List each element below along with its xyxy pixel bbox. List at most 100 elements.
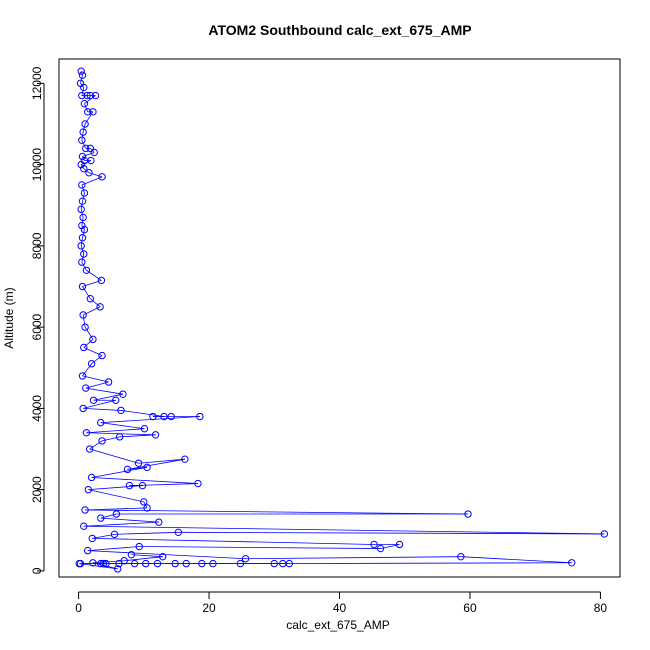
series-segment xyxy=(80,245,85,255)
data-point xyxy=(85,169,93,177)
data-point xyxy=(80,189,89,197)
data-point xyxy=(140,498,148,506)
series-segment xyxy=(81,132,84,141)
y-tick-label: 10000 xyxy=(30,148,44,182)
data-point xyxy=(77,205,85,214)
data-point xyxy=(142,559,150,568)
series-segment xyxy=(81,184,85,194)
data-point xyxy=(97,514,105,522)
data-point xyxy=(134,459,143,467)
series-segment xyxy=(81,87,85,96)
series-segment xyxy=(80,83,85,88)
data-point xyxy=(138,481,147,490)
data-point xyxy=(78,71,87,79)
series-segment xyxy=(81,160,92,166)
series-segment xyxy=(82,363,92,377)
series-segment xyxy=(80,237,83,246)
series-segment xyxy=(85,509,469,515)
data-point xyxy=(196,412,204,421)
data-point xyxy=(80,225,89,234)
data-point xyxy=(82,429,91,437)
series-segment xyxy=(82,375,109,383)
data-point xyxy=(80,343,88,352)
x-axis-label: calc_ext_675_AMP xyxy=(286,618,389,632)
data-point xyxy=(78,221,86,230)
series-segment xyxy=(100,422,145,430)
series-segment xyxy=(84,326,94,340)
data-point xyxy=(104,378,113,386)
data-point xyxy=(143,463,151,472)
series-segment xyxy=(80,201,83,210)
data-point xyxy=(140,425,149,433)
data-point xyxy=(82,384,90,392)
data-point xyxy=(88,534,96,543)
series-segment xyxy=(87,550,246,560)
x-tick-label: 80 xyxy=(594,601,608,615)
data-point xyxy=(153,559,162,568)
data-point xyxy=(75,559,83,568)
data-point xyxy=(81,323,89,331)
data-point xyxy=(160,412,168,421)
series-segment xyxy=(82,314,86,328)
data-point xyxy=(84,485,93,494)
data-point xyxy=(149,412,157,421)
series-segment xyxy=(100,517,159,523)
data-point xyxy=(125,481,134,490)
series-segment xyxy=(83,399,116,409)
data-point xyxy=(96,303,104,311)
data-point xyxy=(98,351,106,360)
data-point xyxy=(87,156,95,165)
data-point xyxy=(89,396,98,404)
series-segment xyxy=(84,111,94,125)
series-segment xyxy=(85,381,109,389)
data-point xyxy=(86,91,95,100)
data-point xyxy=(89,335,97,344)
data-point xyxy=(102,559,110,568)
data-point xyxy=(112,510,121,518)
series-segment xyxy=(93,393,124,401)
series-segment xyxy=(81,261,87,271)
data-point xyxy=(171,559,179,568)
data-point xyxy=(77,242,85,250)
data-point xyxy=(114,565,122,573)
series-segment xyxy=(88,489,144,503)
series-segment xyxy=(80,209,84,218)
data-point xyxy=(87,360,96,368)
data-point xyxy=(80,99,89,108)
y-tick-label: 4000 xyxy=(30,395,44,422)
data-point xyxy=(86,295,95,303)
data-point xyxy=(78,152,87,161)
data-point xyxy=(97,559,105,568)
data-point xyxy=(270,559,278,568)
data-point xyxy=(97,276,106,285)
data-point xyxy=(89,559,97,567)
series-segment xyxy=(92,538,375,545)
series-segment xyxy=(91,466,148,478)
data-point xyxy=(80,83,88,92)
data-point xyxy=(98,437,106,445)
series-segment xyxy=(86,428,145,434)
x-tick-label: 60 xyxy=(463,601,477,615)
data-point xyxy=(99,559,108,568)
data-point xyxy=(79,311,87,319)
series-segment xyxy=(81,140,87,149)
data-point xyxy=(143,504,151,512)
data-point xyxy=(79,213,87,222)
data-point xyxy=(78,258,86,266)
series-segment xyxy=(83,339,94,348)
data-point xyxy=(130,559,139,568)
data-point xyxy=(81,120,89,128)
series-segment xyxy=(89,440,103,450)
data-point xyxy=(91,91,100,100)
data-point xyxy=(457,552,465,561)
x-tick-label: 20 xyxy=(202,601,216,615)
data-point xyxy=(174,528,183,537)
data-point xyxy=(181,455,189,463)
series-segment xyxy=(127,458,185,470)
data-point xyxy=(182,559,190,568)
data-point xyxy=(464,510,472,518)
data-point xyxy=(77,160,85,169)
data-point xyxy=(167,412,175,421)
series-segment xyxy=(85,387,123,395)
